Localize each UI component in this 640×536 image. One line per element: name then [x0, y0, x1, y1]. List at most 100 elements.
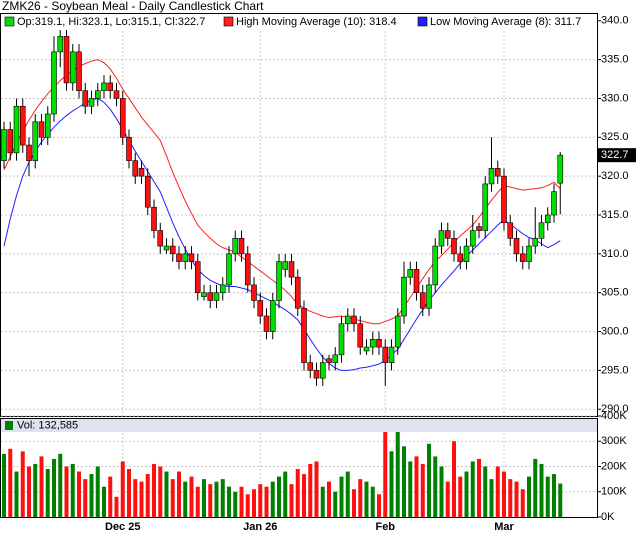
candle-body: [432, 245, 439, 286]
volume-bar: [252, 489, 256, 517]
candle-body: [376, 339, 382, 348]
candle-body: [288, 261, 295, 278]
legend-background: [1, 14, 597, 30]
candle-body: [32, 121, 39, 161]
volume-bar: [14, 471, 19, 517]
volume-bar: [152, 463, 156, 517]
y-tick-label: 0K: [601, 511, 615, 523]
volume-bar: [202, 479, 206, 517]
volume-bar: [320, 486, 325, 517]
candle-body: [326, 358, 332, 363]
volume-bar: [408, 461, 413, 517]
volume-bar: [489, 479, 494, 517]
candle-body: [538, 222, 545, 239]
candle-body: [444, 230, 451, 239]
volume-bar: [283, 471, 288, 517]
volume-bar: [139, 481, 144, 517]
volume-bar: [514, 481, 519, 517]
candle-body: [401, 276, 407, 317]
candle-body: [201, 292, 207, 297]
x-tick-label: Feb: [375, 521, 395, 533]
volume-header: [1, 419, 597, 432]
volume-title: Vol: 132,585: [17, 419, 78, 431]
volume-bar: [483, 466, 488, 517]
volume-bar: [464, 471, 469, 517]
volume-bar: [89, 474, 94, 517]
volume-bar: [433, 456, 438, 517]
candle-body: [176, 253, 182, 262]
volume-bar: [8, 448, 13, 517]
candle-body: [369, 339, 376, 348]
candle-body: [1, 129, 7, 161]
volume-bar: [539, 463, 544, 517]
volume-bar: [45, 469, 50, 517]
volume-bar: [77, 471, 81, 517]
y-tick-label: 200K: [601, 460, 627, 472]
candle-body: [438, 230, 445, 247]
candle-body: [307, 362, 314, 371]
volume-bar: [458, 476, 463, 517]
volume-bar: [83, 479, 88, 517]
candle-body: [407, 269, 414, 278]
legend-text: Op:319.1, Hi:323.1, Lo:315.1, Cl:322.7: [17, 16, 205, 28]
candle-body: [363, 346, 370, 352]
volume-panel: [0, 418, 598, 518]
volume-bar: [383, 431, 388, 517]
candle-body: [19, 105, 26, 146]
volume-bar: [39, 456, 44, 517]
volume-bar: [377, 494, 381, 517]
candle-body: [351, 315, 357, 325]
volume-bar: [183, 481, 188, 517]
y-tick-label: 300K: [601, 435, 627, 447]
x-tick-label: Mar: [494, 521, 514, 533]
x-tick-label: Jan 26: [243, 521, 277, 533]
volume-bar: [208, 484, 213, 517]
y-tick-label: 320.0: [601, 170, 629, 182]
volume-bar: [52, 458, 56, 517]
candle-body: [482, 183, 489, 231]
volume-bar: [477, 458, 481, 517]
candle-body: [413, 269, 420, 293]
candle-body: [338, 323, 345, 356]
volume-bar: [270, 481, 275, 517]
candle-body: [451, 238, 457, 255]
volume-bar: [239, 486, 244, 517]
volume-bar: [389, 451, 394, 517]
candle-body: [88, 98, 95, 107]
candle-body: [144, 175, 151, 208]
volume-bar: [414, 456, 419, 517]
candle-body: [357, 323, 364, 348]
candle-body: [551, 191, 557, 216]
candle-body: [469, 230, 476, 247]
volume-bar: [427, 443, 431, 517]
volume-bar: [470, 461, 475, 517]
candle-body: [63, 36, 70, 84]
candle-body: [38, 121, 45, 138]
legend-text: High Moving Average (10): 318.4: [236, 16, 397, 28]
y-tick-label: 400K: [601, 410, 627, 422]
candle-body: [119, 98, 126, 138]
volume-bar: [345, 471, 350, 517]
volume-bar: [295, 469, 300, 517]
volume-bar: [533, 458, 538, 517]
volume-bar: [302, 474, 306, 517]
volume-bar: [545, 476, 550, 517]
candle-body: [101, 82, 107, 91]
volume-bar: [420, 463, 425, 517]
y-tick-label: 315.0: [601, 209, 629, 221]
volume-bar: [145, 474, 150, 517]
candle-body: [388, 346, 395, 363]
candle-body: [138, 168, 145, 177]
volume-bar: [227, 486, 231, 517]
candle-body: [213, 292, 220, 301]
candle-body: [532, 238, 539, 247]
candle-body: [132, 160, 139, 177]
legend-swatch: [5, 421, 13, 430]
y-tick-label: 335.0: [601, 54, 629, 66]
candle-body: [557, 154, 564, 184]
volume-bar: [127, 469, 131, 517]
volume-bar: [264, 486, 269, 517]
candle-body: [282, 261, 289, 270]
volume-bar: [445, 481, 450, 517]
